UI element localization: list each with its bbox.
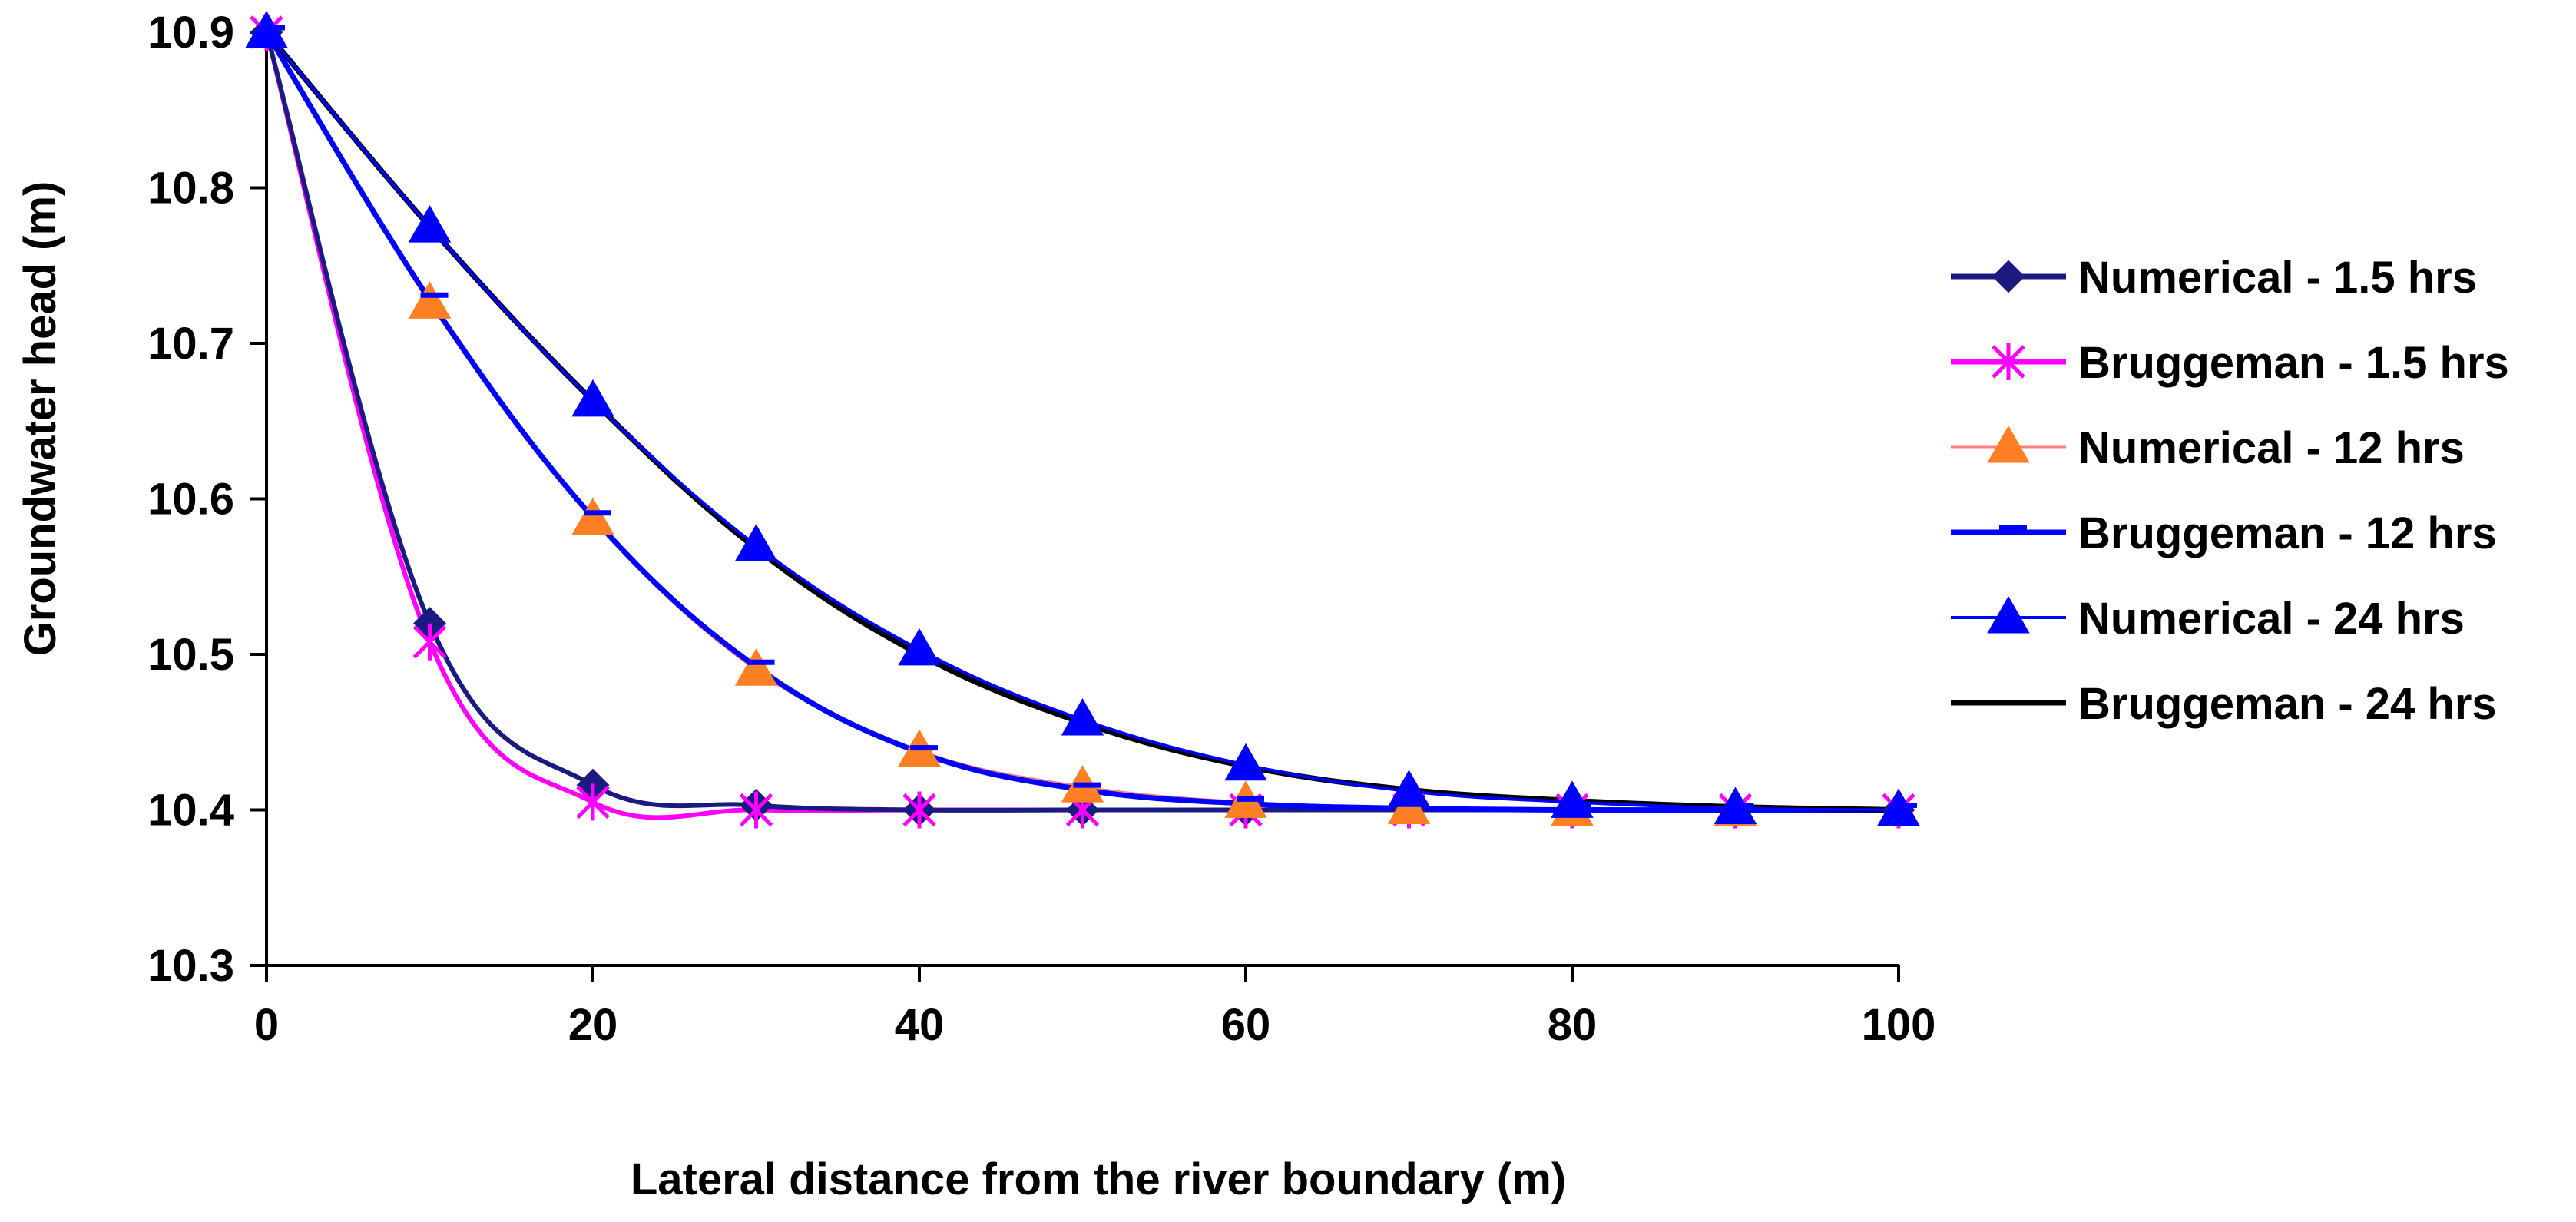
data-point-series-4 xyxy=(734,524,778,561)
series-line-3 xyxy=(263,29,1902,813)
data-point-series-4 xyxy=(1713,787,1757,824)
axes xyxy=(250,31,1900,982)
data-point-series-4 xyxy=(1387,770,1431,807)
data-point-series-4 xyxy=(571,379,614,417)
x-tick-label: 100 xyxy=(1862,1000,1936,1050)
x-tick-label: 40 xyxy=(895,1000,945,1050)
data-point-series-2 xyxy=(734,648,778,686)
legend-item: Bruggeman - 1.5 hrs xyxy=(1951,338,2509,388)
tick-labels: 10.3 10.4 10.5 10.6 10.7 10.8 10.9 0 20 40 60 80 100 xyxy=(147,8,1935,1050)
x-axis-title: Lateral distance from the river boundary… xyxy=(631,1154,1566,1204)
legend-label: Numerical - 1.5 hrs xyxy=(2078,253,2477,303)
data-point-series-4 xyxy=(1224,743,1267,781)
data-point-series-1 xyxy=(412,623,447,661)
y-tick-label: 10.6 xyxy=(147,475,234,525)
legend: Numerical - 1.5 hrs Bruggeman - 1.5 hrs Nu… xyxy=(1951,253,2509,729)
y-tick-label: 10.5 xyxy=(147,630,234,680)
legend-swatch-marker xyxy=(1987,425,2030,463)
data-point-series-2 xyxy=(408,281,452,319)
legend-label: Numerical - 12 hrs xyxy=(2078,423,2465,473)
x-tick-label: 80 xyxy=(1548,1000,1598,1050)
x-tick-label: 0 xyxy=(254,1000,279,1050)
legend-item: Numerical - 24 hrs xyxy=(1951,594,2465,644)
legend-item: Bruggeman - 24 hrs xyxy=(1951,679,2497,729)
legend-item: Numerical - 12 hrs xyxy=(1951,423,2465,473)
y-axis-title: Groundwater head (m) xyxy=(15,181,65,657)
x-tick-label: 60 xyxy=(1221,1000,1271,1050)
data-point-series-4 xyxy=(408,205,452,243)
legend-item: Numerical - 1.5 hrs xyxy=(1951,253,2477,303)
y-tick-label: 10.3 xyxy=(147,941,234,991)
series-markers xyxy=(245,10,1920,829)
y-tick-label: 10.4 xyxy=(147,786,234,836)
data-point-series-4 xyxy=(245,10,288,48)
data-point-series-4 xyxy=(898,628,941,666)
legend-swatch-marker xyxy=(1987,595,2030,634)
legend-label: Bruggeman - 1.5 hrs xyxy=(2078,338,2509,388)
data-point-series-1 xyxy=(902,791,936,829)
legend-label: Bruggeman - 24 hrs xyxy=(2078,679,2497,729)
series-line-0 xyxy=(264,30,1901,813)
y-tick-label: 10.8 xyxy=(147,164,234,214)
series-line-2 xyxy=(265,31,1900,812)
series-line-4 xyxy=(265,31,1900,812)
data-point-series-1 xyxy=(576,783,610,821)
y-tick-label: 10.7 xyxy=(147,319,234,369)
data-point-series-4 xyxy=(1877,788,1920,826)
data-point-series-2 xyxy=(571,497,614,535)
legend-label: Numerical - 24 hrs xyxy=(2078,594,2465,644)
legend-label: Bruggeman - 12 hrs xyxy=(2078,508,2497,558)
y-tick-label: 10.9 xyxy=(147,8,234,58)
legend-swatch-marker xyxy=(1992,343,2025,380)
legend-item: Bruggeman - 12 hrs xyxy=(1951,508,2497,558)
x-tick-label: 20 xyxy=(568,1000,618,1050)
legend-swatch-marker xyxy=(1992,260,2025,293)
data-point-series-1 xyxy=(739,791,773,829)
data-point-series-4 xyxy=(1061,698,1104,736)
data-point-series-4 xyxy=(1551,780,1594,818)
